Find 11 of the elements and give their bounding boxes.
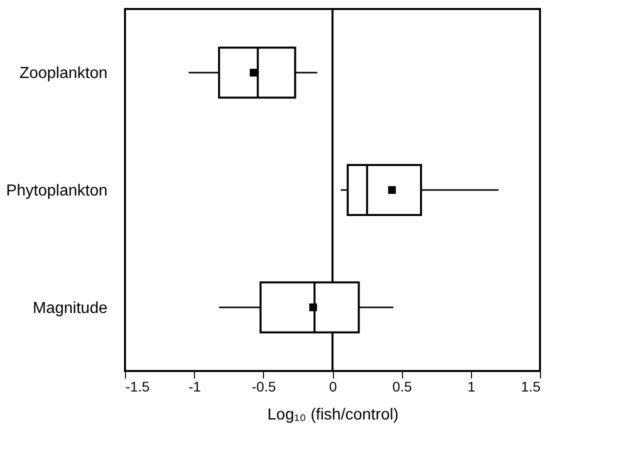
x-tick-label: 0.5: [392, 378, 412, 394]
y-tick-label: Magnitude: [32, 300, 108, 317]
x-axis-title: Log₁₀ (fish/control): [267, 406, 399, 424]
x-tick-label: -0.5: [252, 378, 276, 394]
x-tick-label: 1.5: [521, 378, 541, 394]
x-tick-label: 0: [329, 378, 338, 394]
x-tick-label: -1: [188, 378, 202, 394]
y-tick-label: Phytoplankton: [6, 182, 108, 200]
y-tick-label: Zooplankton: [19, 65, 108, 82]
x-tick-label: 1: [467, 378, 476, 394]
x-tick-label: -1.5: [126, 378, 150, 394]
